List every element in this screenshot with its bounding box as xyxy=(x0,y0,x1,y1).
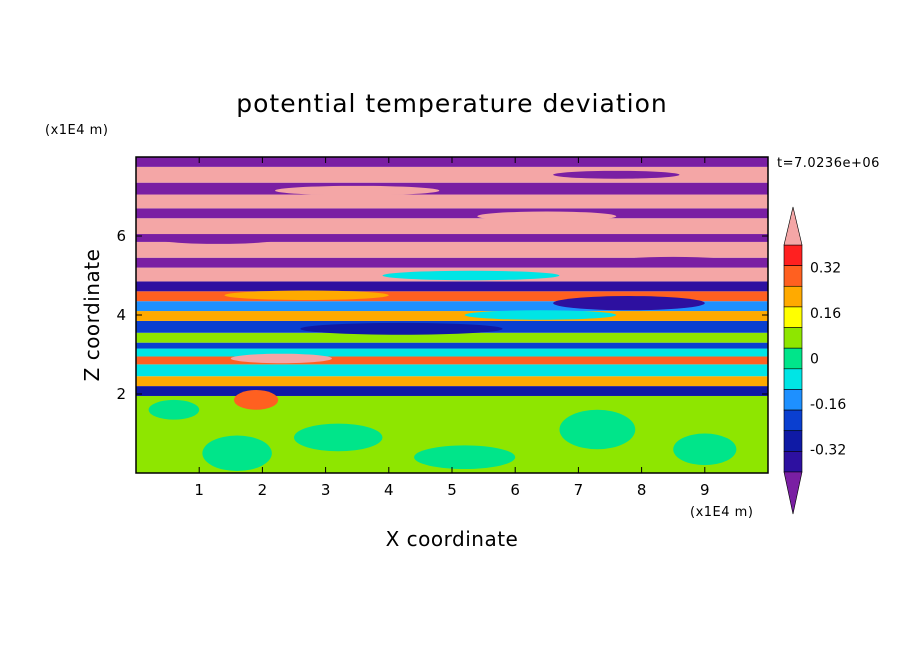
colorbar-bin-9 xyxy=(783,430,803,452)
colorbar-tick-label-2: 0 xyxy=(810,352,819,368)
colorbar-bin-7 xyxy=(783,389,803,411)
contour-feature-1 xyxy=(294,423,383,452)
contour-band-17 xyxy=(136,218,768,235)
contour-feature-7 xyxy=(230,353,332,364)
colorbar-bin-1 xyxy=(783,265,803,287)
contour-band-19 xyxy=(136,194,768,209)
contour-band-1 xyxy=(136,386,768,396)
contour-plot-area xyxy=(136,157,768,473)
time-label: t=7.0236e+06 xyxy=(777,156,880,171)
colorbar-bin-8 xyxy=(783,409,803,432)
contour-band-21 xyxy=(136,166,768,183)
contour-band-18 xyxy=(136,208,768,219)
x-tick-label-4: 5 xyxy=(447,481,457,499)
y-axis-label: Z coordinate xyxy=(80,249,104,382)
contour-feature-11 xyxy=(553,296,705,311)
contour-feature-2 xyxy=(414,445,516,470)
contour-feature-9 xyxy=(464,310,617,320)
x-tick-label-7: 8 xyxy=(637,481,647,499)
contour-band-5 xyxy=(136,348,768,357)
colorbar-bin-10 xyxy=(783,451,803,473)
contour-band-3 xyxy=(136,364,768,377)
contour-band-14 xyxy=(136,257,768,268)
chart-title: potential temperature deviation xyxy=(236,89,667,118)
contour-feature-3 xyxy=(559,409,636,450)
colorbar: 0.32 0.16 0 -0.16 -0.32 xyxy=(783,206,846,515)
x-axis-label: X coordinate xyxy=(386,527,519,551)
contour-feature-6 xyxy=(233,390,279,410)
contour-feature-4 xyxy=(673,433,737,466)
contour-band-7 xyxy=(136,332,768,343)
contour-band-9 xyxy=(136,311,768,321)
contour-feature-0 xyxy=(202,435,272,472)
colorbar-tick-label-0: 0.32 xyxy=(810,261,841,277)
contour-feature-10 xyxy=(224,290,389,300)
contour-feature-13 xyxy=(610,256,737,267)
x-tick-label-2: 3 xyxy=(321,481,331,499)
colorbar-tick-label-1: 0.16 xyxy=(810,306,841,322)
x-unit-label: (x1E4 m) xyxy=(690,505,753,520)
contour-band-16 xyxy=(136,234,768,242)
x-tick-label-3: 4 xyxy=(384,481,394,499)
x-axis: 1 2 3 4 5 6 7 8 9 xyxy=(194,157,710,499)
x-tick-label-6: 7 xyxy=(574,481,584,499)
colorbar-bin-0 xyxy=(783,244,803,266)
y-tick-label-1: 4 xyxy=(116,306,126,324)
colorbar-lower-arrow xyxy=(783,471,803,515)
contour-feature-14 xyxy=(161,236,276,244)
contour-band-20 xyxy=(136,182,768,195)
y-tick-label-0: 2 xyxy=(116,385,126,403)
colorbar-tick-label-4: -0.32 xyxy=(810,442,846,458)
contour-band-2 xyxy=(136,376,768,387)
x-tick-label-1: 2 xyxy=(258,481,268,499)
contour-band-6 xyxy=(136,342,768,349)
x-tick-label-8: 9 xyxy=(700,481,710,499)
x-tick-label-5: 6 xyxy=(510,481,520,499)
contour-band-12 xyxy=(136,281,768,292)
colorbar-bin-5 xyxy=(783,347,803,370)
contour-feature-16 xyxy=(275,185,440,196)
contour-band-10 xyxy=(136,301,768,312)
colorbar-bin-2 xyxy=(783,285,803,308)
contour-band-15 xyxy=(136,241,768,258)
colorbar-bin-4 xyxy=(783,327,803,349)
colorbar-upper-arrow xyxy=(783,206,803,246)
contour-band-11 xyxy=(136,291,768,302)
contour-feature-12 xyxy=(382,270,560,281)
colorbar-bin-3 xyxy=(783,306,803,328)
contour-band-4 xyxy=(136,356,768,365)
contour-feature-15 xyxy=(477,211,617,221)
y-unit-label: (x1E4 m) xyxy=(45,123,108,138)
colorbar-tick-label-3: -0.16 xyxy=(810,397,846,413)
y-axis: 2 4 6 xyxy=(116,227,768,403)
x-tick-label-0: 1 xyxy=(194,481,204,499)
y-tick-label-2: 6 xyxy=(116,227,126,245)
contour-feature-5 xyxy=(148,399,200,420)
contour-feature-17 xyxy=(553,170,680,179)
colorbar-bin-6 xyxy=(783,368,803,390)
contour-feature-8 xyxy=(300,322,503,335)
